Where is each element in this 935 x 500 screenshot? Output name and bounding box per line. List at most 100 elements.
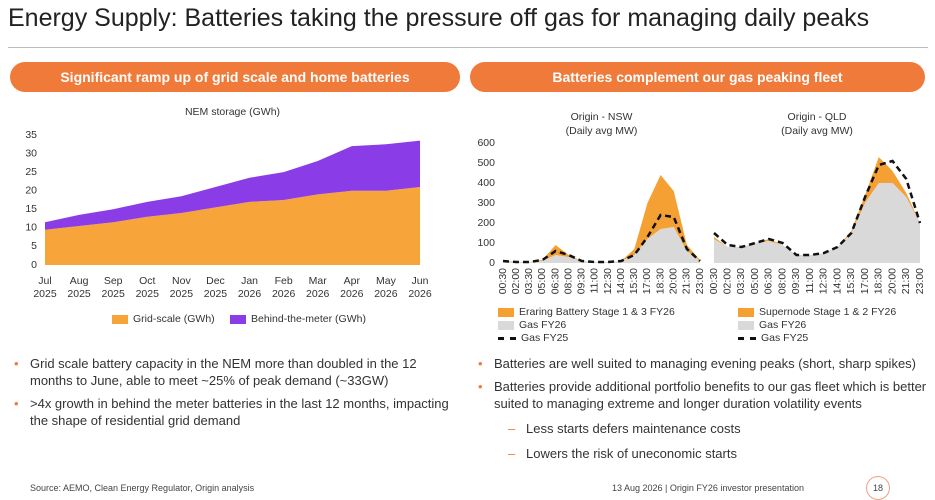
x-tick-label: Aug 2025 bbox=[67, 275, 91, 300]
legend-label: Gas FY26 bbox=[519, 319, 567, 331]
legend-item: Gas FY25 bbox=[738, 332, 808, 344]
page-number: 18 bbox=[866, 476, 890, 500]
area bbox=[714, 183, 920, 263]
x-tick-label: 12:30 bbox=[818, 268, 830, 294]
line bbox=[502, 213, 701, 264]
y-tick-label: 5 bbox=[31, 240, 37, 252]
bullet: • Batteries are well suited to managing e… bbox=[476, 355, 931, 372]
x-tick-label: Jul 2025 bbox=[33, 275, 57, 300]
y-tick-label: 100 bbox=[477, 237, 495, 249]
x-tick-label: 14:00 bbox=[615, 268, 627, 294]
legend-swatch bbox=[738, 320, 754, 330]
legend-item: Supernode Stage 1 & 2 FY26 bbox=[738, 306, 896, 318]
footer-text: 13 Aug 2026 | Origin FY26 investor prese… bbox=[612, 483, 804, 493]
x-tick-label: 06:30 bbox=[549, 268, 561, 294]
chart-title: NEM storage (GWh) bbox=[185, 106, 280, 118]
legend-swatch bbox=[498, 307, 514, 317]
x-tick-label: Sep 2025 bbox=[101, 275, 125, 300]
x-tick-label: 05:00 bbox=[536, 268, 548, 294]
y-tick-label: 0 bbox=[489, 257, 495, 269]
bullet-dot: – bbox=[508, 446, 516, 461]
area bbox=[45, 140, 420, 230]
legend-item: Gas FY25 bbox=[498, 332, 568, 344]
sub-bullet: – Less starts defers maintenance costs bbox=[476, 420, 931, 437]
x-tick-label: 08:00 bbox=[562, 268, 574, 294]
x-tick-label: 15:30 bbox=[628, 268, 640, 294]
bullet-dot: • bbox=[478, 379, 483, 394]
bullet: • Batteries provide additional portfolio … bbox=[476, 378, 931, 412]
panel-heading: Batteries complement our gas peaking fle… bbox=[470, 62, 925, 92]
legend-item: Gas FY26 bbox=[498, 319, 566, 331]
y-tick-label: 10 bbox=[25, 222, 37, 234]
x-tick-label: 03:30 bbox=[523, 268, 535, 294]
bullet-dot: – bbox=[508, 421, 516, 436]
bullet-text: >4x growth in behind the meter batteries… bbox=[30, 396, 449, 428]
y-tick-label: 15 bbox=[25, 203, 37, 215]
legend-label: Eraring Battery Stage 1 & 3 FY26 bbox=[519, 306, 675, 318]
x-tick-label: 14:00 bbox=[831, 268, 843, 294]
bullet-text: Grid scale battery capacity in the NEM m… bbox=[30, 356, 417, 388]
x-tick-label: Jan 2026 bbox=[237, 275, 262, 300]
chart: NEM storage (GWh) 0 5 10 15 20 25 30 35 bbox=[25, 106, 420, 271]
area bbox=[503, 227, 700, 263]
y-tick-label: 600 bbox=[477, 137, 495, 149]
bullet-dot: • bbox=[478, 356, 483, 371]
legend-item: Grid-scale (GWh) bbox=[112, 313, 215, 325]
x-tick-label: 20:00 bbox=[668, 268, 680, 294]
x-tick-label: 02:00 bbox=[722, 268, 734, 294]
x-tick-label: 18:30 bbox=[873, 268, 885, 294]
legend-label: Gas FY25 bbox=[761, 332, 809, 344]
x-tick-label: 17:00 bbox=[641, 268, 653, 294]
bullet-text: Batteries are well suited to managing ev… bbox=[494, 356, 916, 371]
line bbox=[713, 159, 922, 257]
x-tick-label: May 2026 bbox=[374, 275, 398, 300]
bullet-text: Less starts defers maintenance costs bbox=[526, 421, 741, 436]
x-tick-label: Mar 2026 bbox=[306, 275, 330, 300]
bullet-list: • Grid scale battery capacity in the NEM … bbox=[12, 355, 452, 435]
x-tick-label: 05:00 bbox=[749, 268, 761, 294]
x-tick-label: 09:30 bbox=[576, 268, 588, 294]
bullet-dot: • bbox=[14, 396, 19, 411]
x-tick-label: 21:30 bbox=[681, 268, 693, 294]
x-tick-label: 15:30 bbox=[845, 268, 857, 294]
legend-item: Gas FY26 bbox=[738, 319, 806, 331]
bullet-list: • Batteries are well suited to managing e… bbox=[476, 355, 931, 468]
legend-item: Behind-the-meter (GWh) bbox=[230, 313, 366, 325]
y-tick-label: 25 bbox=[25, 166, 37, 178]
sub-bullet: – Lowers the risk of uneconomic starts bbox=[476, 445, 931, 462]
title-rule bbox=[8, 47, 928, 48]
area bbox=[503, 175, 700, 262]
x-tick-label: Dec 2025 bbox=[203, 275, 228, 300]
x-tick-label: 23:00 bbox=[914, 268, 926, 294]
legend-label: Gas FY25 bbox=[521, 332, 569, 344]
y-tick-label: 400 bbox=[477, 177, 495, 189]
legend-swatch bbox=[112, 314, 128, 324]
x-tick-label: Jun 2026 bbox=[408, 275, 432, 300]
source-note: Source: AEMO, Clean Energy Regulator, Or… bbox=[30, 483, 255, 493]
chart-title: Origin - QLD bbox=[788, 111, 847, 123]
x-tick-label: 21:30 bbox=[900, 268, 912, 294]
legend-swatch bbox=[498, 320, 514, 330]
x-tick-label: 12:30 bbox=[602, 268, 614, 294]
x-tick-label: Nov 2025 bbox=[169, 275, 194, 300]
x-tick-label: 18:30 bbox=[654, 268, 666, 294]
x-tick-label: 11:00 bbox=[589, 268, 601, 294]
x-tick-label: 08:00 bbox=[776, 268, 788, 294]
bullet-dot: • bbox=[14, 356, 19, 371]
legend-swatch bbox=[498, 336, 516, 340]
y-tick-label: 500 bbox=[477, 157, 495, 169]
y-tick-label: 0 bbox=[31, 259, 37, 271]
x-tick-label: 00:30 bbox=[497, 268, 509, 294]
chart-subtitle: (Daily avg MW) bbox=[781, 125, 853, 137]
area bbox=[45, 187, 420, 265]
legend-swatch bbox=[230, 314, 246, 324]
bullet: • Grid scale battery capacity in the NEM … bbox=[12, 355, 452, 389]
x-tick-label: 02:00 bbox=[510, 268, 522, 294]
x-tick-label: 09:30 bbox=[790, 268, 802, 294]
x-tick-label: 11:00 bbox=[804, 268, 816, 294]
legend-label: Behind-the-meter (GWh) bbox=[251, 313, 366, 325]
x-tick-label: 03:30 bbox=[735, 268, 747, 294]
legend-label: Supernode Stage 1 & 2 FY26 bbox=[759, 306, 897, 318]
x-tick-label: 23:00 bbox=[694, 268, 706, 294]
